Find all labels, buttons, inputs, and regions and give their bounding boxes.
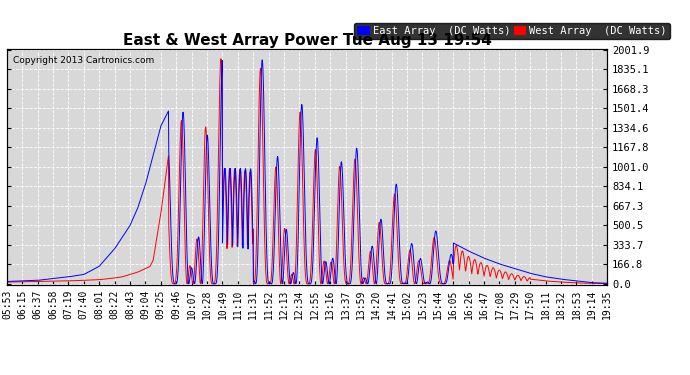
Legend: East Array  (DC Watts), West Array  (DC Watts): East Array (DC Watts), West Array (DC Wa…: [354, 23, 670, 39]
Title: East & West Array Power Tue Aug 13 19:54: East & West Array Power Tue Aug 13 19:54: [123, 33, 491, 48]
Text: Copyright 2013 Cartronics.com: Copyright 2013 Cartronics.com: [13, 56, 154, 65]
